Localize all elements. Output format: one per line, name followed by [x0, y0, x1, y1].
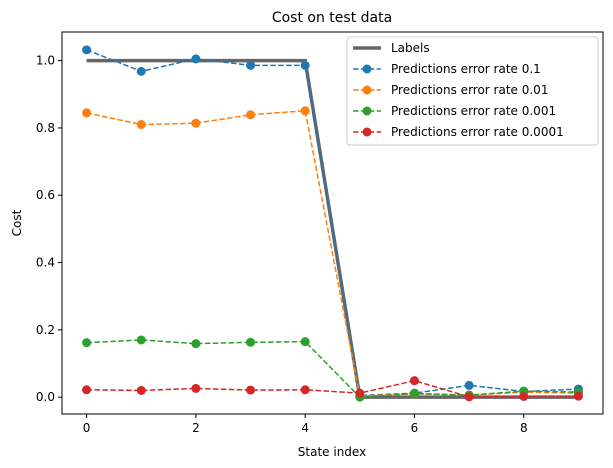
- x-axis-label: State index: [298, 445, 366, 459]
- x-tick-label: 2: [192, 421, 200, 435]
- legend-label: Labels: [391, 41, 430, 55]
- x-tick-label: 0: [83, 421, 91, 435]
- legend-label: Predictions error rate 0.0001: [391, 125, 564, 139]
- series-4-point: [464, 392, 474, 402]
- legend-marker-4: [362, 127, 372, 137]
- plot-area: [82, 45, 583, 402]
- series-4-point: [409, 376, 419, 386]
- y-tick-label: 0.6: [36, 188, 55, 202]
- series-1-point: [136, 66, 146, 76]
- series-1-point: [246, 60, 256, 70]
- legend-box: [346, 36, 599, 146]
- x-tick-label: 8: [520, 421, 528, 435]
- series-line-2: [86, 109, 579, 397]
- y-tick-label: 0.8: [36, 121, 55, 135]
- series-3-point: [300, 337, 310, 347]
- series-2-point: [246, 110, 256, 120]
- series-4-point: [573, 391, 583, 401]
- series-1-point: [300, 60, 310, 70]
- y-tick-label: 0.4: [36, 256, 55, 270]
- series-3-point: [82, 338, 92, 348]
- series-2-point: [82, 108, 92, 118]
- series-2-point: [136, 120, 146, 130]
- legend-marker-3: [362, 106, 372, 116]
- series-3-point: [409, 388, 419, 398]
- x-tick-label: 4: [301, 421, 309, 435]
- legend-label: Predictions error rate 0.001: [391, 104, 556, 118]
- series-4-point: [519, 391, 529, 401]
- legend-marker-2: [362, 85, 372, 95]
- legend-label: Predictions error rate 0.1: [391, 62, 541, 76]
- plot-frame: [61, 31, 604, 415]
- series-4-point: [136, 385, 146, 395]
- series-line-4: [86, 379, 579, 398]
- chart-title: Cost on test data: [272, 10, 392, 26]
- series-1-point: [82, 45, 92, 55]
- legend: Labels Predictions error rate 0.1 Predicti…: [346, 36, 599, 146]
- series-1-point: [191, 54, 201, 64]
- series-4-point: [300, 385, 310, 395]
- y-tick-label: 0.0: [36, 390, 55, 404]
- series-1-point: [464, 380, 474, 390]
- series-4-point: [82, 385, 92, 395]
- y-axis: 0.0 0.2 0.4 0.6 0.8 1.0: [36, 54, 62, 404]
- y-tick-label: 1.0: [36, 54, 55, 68]
- legend-label: Predictions error rate 0.01: [391, 83, 548, 97]
- y-axis-label: Cost: [10, 209, 24, 236]
- series-4-point: [191, 383, 201, 393]
- series-2-point: [191, 118, 201, 128]
- x-axis: 0 2 4 6 8: [83, 414, 528, 435]
- y-tick-label: 0.2: [36, 323, 55, 337]
- series-3-point: [246, 337, 256, 347]
- series-2-point: [300, 106, 310, 116]
- series-4-point: [355, 388, 365, 398]
- series-line-3: [86, 339, 579, 398]
- legend-marker-1: [362, 64, 372, 74]
- series-4-point: [246, 385, 256, 395]
- x-tick-label: 6: [411, 421, 419, 435]
- series-line-1: [86, 49, 579, 397]
- series-3-point: [136, 335, 146, 345]
- series-3-point: [191, 339, 201, 349]
